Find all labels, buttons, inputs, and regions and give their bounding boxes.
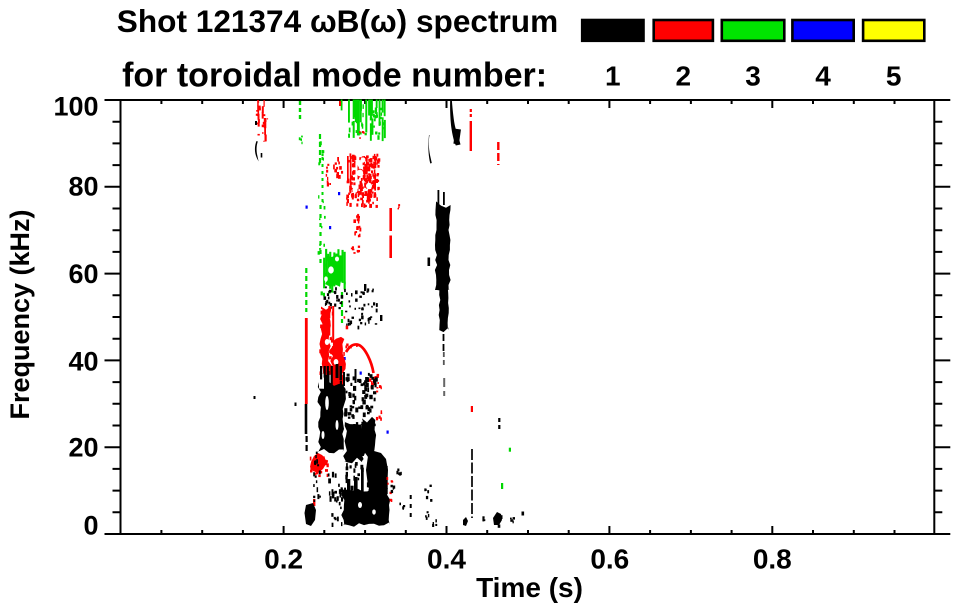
- svg-text:40: 40: [68, 346, 98, 376]
- svg-text:Shot 121374 ωB(ω) spectrum: Shot 121374 ωB(ω) spectrum: [117, 3, 558, 39]
- svg-text:5: 5: [886, 60, 902, 91]
- svg-text:Frequency (kHz): Frequency (kHz): [5, 209, 35, 419]
- svg-text:0.2: 0.2: [264, 544, 303, 575]
- svg-text:0.8: 0.8: [753, 544, 792, 575]
- svg-text:Time (s): Time (s): [476, 572, 583, 603]
- svg-text:3: 3: [745, 60, 761, 91]
- svg-text:100: 100: [53, 91, 98, 121]
- svg-text:0.6: 0.6: [590, 544, 629, 575]
- svg-text:0: 0: [83, 510, 98, 540]
- svg-text:80: 80: [68, 172, 98, 202]
- svg-text:60: 60: [68, 259, 98, 289]
- svg-text:4: 4: [815, 60, 831, 91]
- svg-text:2: 2: [676, 60, 692, 91]
- svg-text:0.4: 0.4: [427, 544, 466, 575]
- svg-text:for toroidal mode number:: for toroidal mode number:: [122, 57, 547, 95]
- svg-text:20: 20: [68, 433, 98, 463]
- svg-text:1: 1: [605, 60, 621, 91]
